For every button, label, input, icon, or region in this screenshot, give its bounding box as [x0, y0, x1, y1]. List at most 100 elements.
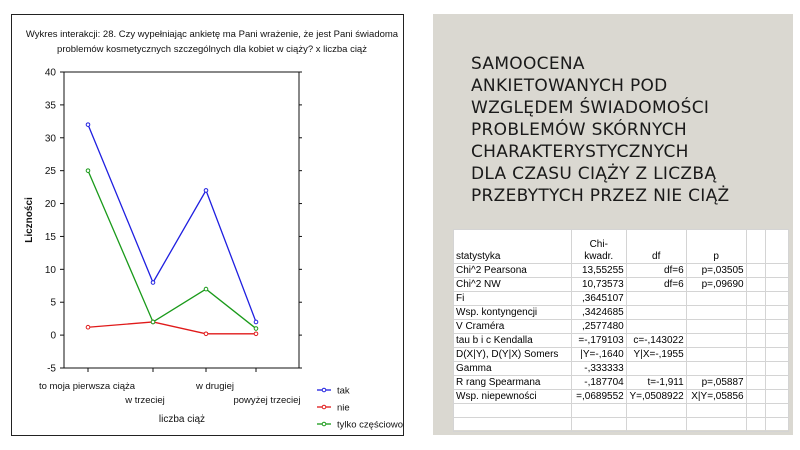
- empty-cell: [745, 263, 767, 278]
- table-cell: [685, 333, 747, 348]
- chart-title-line: problemów kosmetycznych szczególnych dla…: [57, 44, 367, 55]
- table-cell: Y=,0508922: [625, 389, 687, 404]
- interaction-line-chart: Wykres interakcji: 28. Czy wypełniając a…: [24, 29, 403, 431]
- slide-title-line: CHARAKTERYSTYCZNYCH: [471, 142, 689, 162]
- table-row: D(X|Y), D(Y|X) Somers |Y=-,1640 Y|X=-,1955: [453, 347, 789, 362]
- slide-title-line: PRZEBYTYCH PRZEZ NIE CIĄŻ: [471, 186, 730, 206]
- table-cell: t=-1,911: [625, 375, 687, 390]
- table-cell: c=-,143022: [625, 333, 687, 348]
- chart-title-line: Wykres interakcji: 28. Czy wypełniając a…: [26, 29, 399, 40]
- x-tick-label: w drugiej: [195, 381, 234, 392]
- table-row: [453, 417, 789, 432]
- empty-cell: [745, 305, 767, 320]
- table-cell: 13,55255: [570, 263, 627, 278]
- table-cell: df=6: [625, 263, 687, 278]
- legend-label: tylko częściowo: [337, 420, 403, 431]
- table-cell: X|Y=,05856: [685, 389, 747, 404]
- empty-cell: [570, 417, 627, 432]
- data-point: [203, 188, 209, 193]
- table-cell: =,0689552: [570, 389, 627, 404]
- x-axis-label: liczba ciąż: [159, 414, 205, 425]
- slide-title-line: SAMOOCENA: [471, 54, 585, 74]
- table-row: [453, 403, 789, 418]
- right-panel: SAMOOCENA ANKIETOWANYCH POD WZGLĘDEM ŚWIAD…: [433, 14, 793, 435]
- empty-cell: [745, 403, 767, 418]
- table-cell: [685, 291, 747, 306]
- x-tick-label: w trzeciej: [124, 395, 165, 406]
- y-tick-label: 35: [45, 100, 57, 111]
- legend-marker: [321, 421, 327, 427]
- legend-marker: [321, 387, 327, 393]
- column-header: statystyka: [453, 229, 572, 264]
- empty-cell: [570, 403, 627, 418]
- table-cell: tau b i c Kendalla: [453, 333, 572, 348]
- table-cell: |Y=-,1640: [570, 347, 627, 362]
- empty-cell: [765, 347, 789, 362]
- column-header: Chi-kwadr.: [570, 229, 627, 264]
- table-cell: [625, 291, 687, 306]
- table-cell: Wsp. kontyngencji: [453, 305, 572, 320]
- table-row: R rang Spearmana -,187704 t=-1,911 p=,05887: [453, 375, 789, 390]
- table-row: Chi^2 NW 10,73573 df=6 p=,09690: [453, 277, 789, 292]
- plot-frame: [63, 71, 300, 369]
- slide-title: SAMOOCENA ANKIETOWANYCH POD WZGLĘDEM ŚWIAD…: [471, 53, 781, 207]
- empty-cell: [765, 333, 789, 348]
- table-cell: [685, 361, 747, 376]
- empty-cell: [625, 417, 687, 432]
- table-cell: Wsp. niepewności: [453, 389, 572, 404]
- y-tick-label: 30: [45, 133, 57, 144]
- table-cell: p=,03505: [685, 263, 747, 278]
- table-cell: [685, 305, 747, 320]
- table-cell: df=6: [625, 277, 687, 292]
- table-cell: [625, 319, 687, 334]
- data-point: [85, 324, 91, 330]
- slide-title-line: WZGLĘDEM ŚWIADOMOŚCI: [471, 98, 710, 118]
- data-point: [150, 280, 156, 285]
- slide-title-line: PROBLEMÓW SKÓRNYCH: [471, 120, 688, 140]
- empty-cell: [745, 319, 767, 334]
- y-tick-label: -5: [47, 364, 56, 375]
- empty-cell: [745, 417, 767, 432]
- empty-cell: [765, 263, 789, 278]
- legend-label: tak: [337, 386, 350, 397]
- column-header: p: [685, 229, 747, 264]
- empty-cell: [765, 229, 789, 264]
- table-row: Chi^2 Pearsona 13,55255 df=6 p=,03505: [453, 263, 789, 278]
- empty-cell: [685, 403, 747, 418]
- data-point: [150, 319, 156, 325]
- empty-cell: [745, 229, 767, 264]
- y-axis-label: Liczności: [24, 197, 35, 243]
- table-cell: 10,73573: [570, 277, 627, 292]
- table-cell: p=,05887: [685, 375, 747, 390]
- table-cell: Chi^2 NW: [453, 277, 572, 292]
- empty-cell: [765, 291, 789, 306]
- y-tick-label: 0: [50, 331, 56, 342]
- empty-cell: [765, 319, 789, 334]
- series-line-3: [87, 170, 257, 330]
- empty-cell: [745, 389, 767, 404]
- column-header: df: [625, 229, 687, 264]
- table-row: Gamma -,333333: [453, 361, 789, 376]
- empty-cell: [453, 403, 572, 418]
- table-cell: -,187704: [570, 375, 627, 390]
- table-cell: p=,09690: [685, 277, 747, 292]
- legend-label: nie: [337, 403, 350, 414]
- data-point: [203, 331, 209, 337]
- x-tick-label: to moja pierwsza ciąża: [39, 381, 136, 392]
- empty-cell: [745, 375, 767, 390]
- table-cell: Y|X=-,1955: [625, 347, 687, 362]
- empty-cell: [765, 361, 789, 376]
- data-point: [253, 326, 259, 331]
- table-cell: ,3645107: [570, 291, 627, 306]
- empty-cell: [745, 347, 767, 362]
- series-line-2: [87, 321, 256, 335]
- table-cell: [625, 305, 687, 320]
- data-point: [203, 286, 209, 292]
- empty-cell: [685, 417, 747, 432]
- slide-title-line: ANKIETOWANYCH POD: [471, 76, 668, 96]
- empty-cell: [745, 291, 767, 306]
- table-row: Wsp. niepewności =,0689552 Y=,0508922 X|Y=,…: [453, 389, 789, 404]
- table-row: tau b i c Kendalla =-,179103 c=-,143022: [453, 333, 789, 348]
- table-cell: V Craméra: [453, 319, 572, 334]
- table-row: V Craméra ,2577480: [453, 319, 789, 334]
